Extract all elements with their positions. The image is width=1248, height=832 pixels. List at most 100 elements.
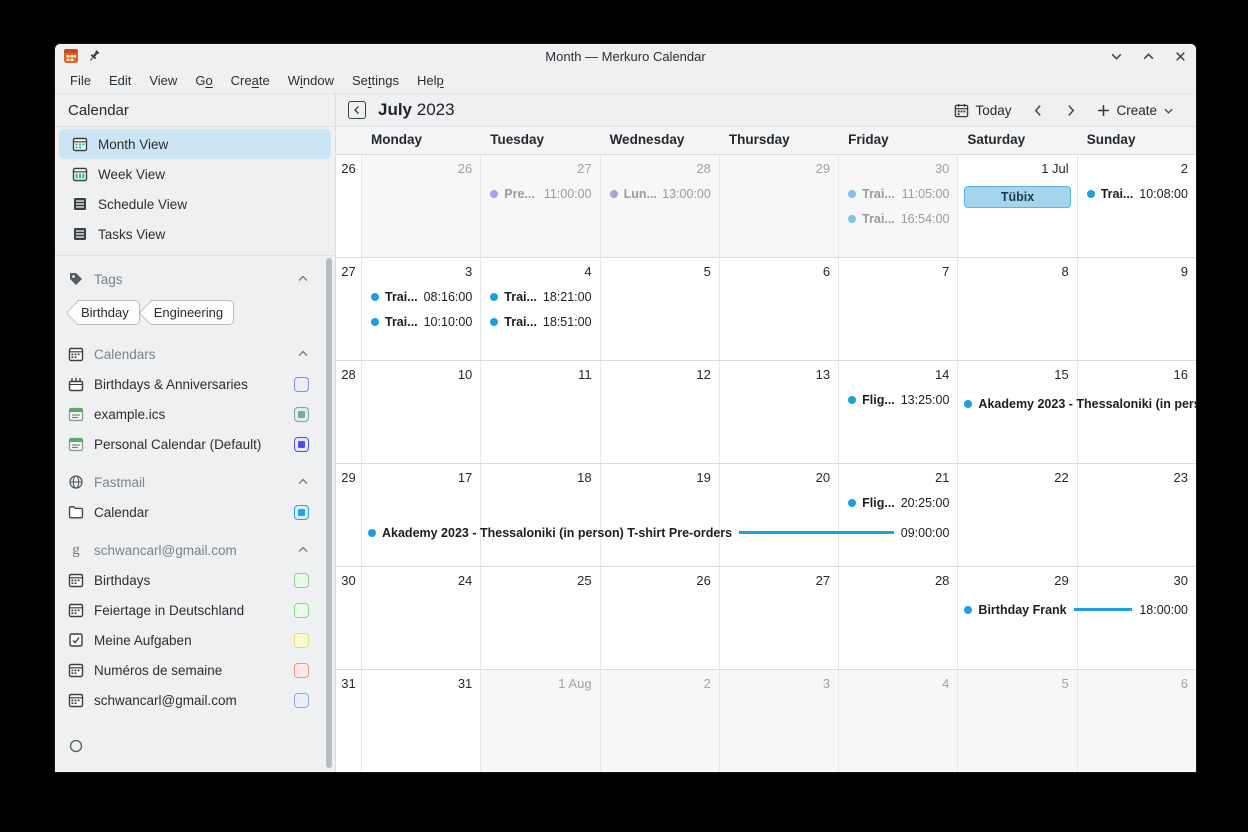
multi-day-event[interactable]: Birthday Frank 18:00:00 <box>964 597 1188 622</box>
chevron-up-icon[interactable] <box>297 273 309 285</box>
chevron-up-icon[interactable] <box>297 544 309 556</box>
event-item[interactable]: Flig... 20:25:00 <box>839 490 957 515</box>
day-cell[interactable]: 31 <box>361 670 481 772</box>
previous-month-icon[interactable] <box>1025 98 1051 122</box>
chevron-up-icon[interactable] <box>297 476 309 488</box>
day-cell[interactable]: 30 <box>1076 567 1196 669</box>
day-cell[interactable]: 25 <box>480 567 600 669</box>
menu-settings[interactable]: Settings <box>351 73 399 88</box>
calendar-checkbox[interactable] <box>294 632 309 648</box>
day-cell[interactable]: 8 <box>957 258 1077 360</box>
day-cell[interactable]: 16 <box>1076 361 1196 463</box>
next-month-icon[interactable] <box>1057 98 1083 122</box>
calendar-row[interactable]: Personal Calendar (Default) <box>55 429 335 459</box>
calendar-checkbox[interactable] <box>294 376 309 392</box>
day-cell[interactable]: 28 Lun... 13:00:00 <box>599 155 719 257</box>
calendar-row[interactable]: Birthdays <box>55 565 335 595</box>
event-item[interactable]: Lun... 13:00:00 <box>601 181 719 206</box>
section-header-tags[interactable]: Tags <box>55 264 335 294</box>
create-button[interactable]: Create <box>1089 99 1182 122</box>
event-item[interactable]: Trai... 10:10:00 <box>362 309 480 334</box>
calendar-row[interactable]: schwancarl@gmail.com <box>55 685 335 715</box>
day-cell[interactable]: 9 <box>1076 258 1196 360</box>
day-cell[interactable]: 19 <box>599 464 719 566</box>
sidebar-item-tasks-view[interactable]: Tasks View <box>59 219 331 249</box>
day-cell[interactable]: 10 <box>361 361 481 463</box>
day-cell[interactable]: 23 <box>1076 464 1196 566</box>
collapse-sidebar-icon[interactable] <box>348 101 366 119</box>
day-cell[interactable]: 3 Trai... 08:16:00 Trai... 10:10:00 <box>361 258 481 360</box>
multi-day-event[interactable]: Akademy 2023 - Thessaloniki (in person) … <box>368 520 949 545</box>
day-cell[interactable]: 11 <box>480 361 600 463</box>
event-item[interactable]: Pre... 11:00:00 <box>481 181 599 206</box>
event-item[interactable]: Trai... 18:21:00 <box>481 284 599 309</box>
event-item[interactable]: Trai... 08:16:00 <box>362 284 480 309</box>
day-cell[interactable]: 27 <box>718 567 839 669</box>
day-cell[interactable]: 6 <box>1076 670 1196 772</box>
day-cell[interactable]: 15 <box>957 361 1077 463</box>
maximize-icon[interactable] <box>1140 48 1156 64</box>
menu-go[interactable]: Go <box>195 73 213 88</box>
calendar-row[interactable]: Birthdays & Anniversaries <box>55 369 335 399</box>
calendar-checkbox[interactable] <box>294 572 309 588</box>
day-cell[interactable]: 7 <box>838 258 958 360</box>
calendar-checkbox[interactable] <box>294 436 309 452</box>
section-header-fastmail[interactable]: Fastmail <box>55 467 335 497</box>
day-cell[interactable]: 28 <box>838 567 958 669</box>
day-cell[interactable]: 13 <box>718 361 839 463</box>
all-day-event[interactable]: Tübix <box>964 186 1071 208</box>
day-cell[interactable]: 29 <box>957 567 1077 669</box>
menu-file[interactable]: File <box>70 73 91 88</box>
day-cell[interactable]: 14 Flig... 13:25:00 <box>838 361 958 463</box>
day-cell[interactable]: 5 <box>599 258 719 360</box>
calendar-checkbox[interactable] <box>294 406 309 422</box>
calendar-row[interactable]: Calendar <box>55 497 335 527</box>
tag-chip-birthday[interactable]: Birthday <box>77 300 140 325</box>
day-cell[interactable]: 26 <box>361 155 481 257</box>
section-header-gmail-account[interactable]: g schwancarl@gmail.com <box>55 535 335 565</box>
day-cell[interactable]: 12 <box>599 361 719 463</box>
day-cell[interactable]: 22 <box>957 464 1077 566</box>
calendar-row[interactable]: Feiertage in Deutschland <box>55 595 335 625</box>
titlebar[interactable]: Month — Merkuro Calendar <box>55 44 1196 68</box>
event-item[interactable]: Flig... 13:25:00 <box>839 387 957 412</box>
calendar-row[interactable]: Numéros de semaine <box>55 655 335 685</box>
event-item[interactable]: Trai... 11:05:00 <box>839 181 957 206</box>
day-cell[interactable]: 20 <box>718 464 839 566</box>
pin-icon[interactable] <box>87 49 101 63</box>
close-icon[interactable] <box>1172 48 1188 64</box>
day-cell[interactable]: 4 <box>838 670 958 772</box>
calendar-checkbox[interactable] <box>294 602 309 618</box>
tag-chip-engineering[interactable]: Engineering <box>149 300 235 325</box>
sidebar-item-month-view[interactable]: Month View <box>59 129 331 159</box>
day-cell[interactable]: 30 Trai... 11:05:00 Trai... 16:54:00 <box>838 155 958 257</box>
event-item[interactable]: Trai... 18:51:00 <box>481 309 599 334</box>
day-cell[interactable]: 3 <box>718 670 839 772</box>
today-button[interactable]: Today <box>946 99 1019 122</box>
day-cell[interactable]: 2 <box>599 670 719 772</box>
menu-edit[interactable]: Edit <box>108 73 132 88</box>
minimize-icon[interactable] <box>1108 48 1124 64</box>
calendar-checkbox[interactable] <box>294 662 309 678</box>
menu-help[interactable]: Help <box>416 73 444 88</box>
event-item[interactable]: Trai... 10:08:00 <box>1078 181 1196 206</box>
menu-create[interactable]: Create <box>230 73 270 88</box>
menu-view[interactable]: View <box>149 73 178 88</box>
day-cell[interactable]: 21 Flig... 20:25:00 <box>838 464 958 566</box>
sidebar-item-schedule-view[interactable]: Schedule View <box>59 189 331 219</box>
day-cell[interactable]: 24 <box>361 567 481 669</box>
day-cell[interactable]: 18 <box>480 464 600 566</box>
day-cell[interactable]: 26 <box>599 567 719 669</box>
menu-window[interactable]: Window <box>287 73 334 88</box>
sidebar-item-partial[interactable] <box>55 731 335 761</box>
calendar-row[interactable]: example.ics <box>55 399 335 429</box>
day-cell[interactable]: 2 Trai... 10:08:00 <box>1076 155 1196 257</box>
sidebar-scrollbar[interactable] <box>326 258 332 768</box>
sidebar-item-week-view[interactable]: Week View <box>59 159 331 189</box>
calendar-checkbox[interactable] <box>294 692 309 708</box>
chevron-up-icon[interactable] <box>297 348 309 360</box>
day-cell[interactable]: 27 Pre... 11:00:00 <box>480 155 600 257</box>
calendar-row[interactable]: Meine Aufgaben <box>55 625 335 655</box>
day-cell[interactable]: 29 <box>718 155 839 257</box>
section-header-calendars[interactable]: Calendars <box>55 339 335 369</box>
